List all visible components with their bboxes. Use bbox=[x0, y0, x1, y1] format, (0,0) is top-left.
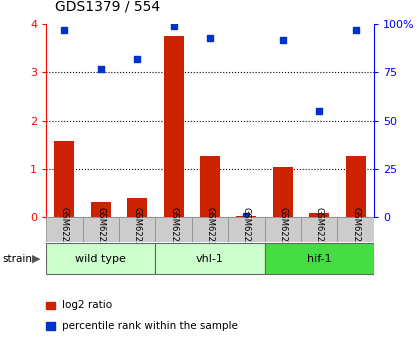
Bar bbox=[127, 198, 147, 217]
Text: vhl-1: vhl-1 bbox=[196, 254, 224, 264]
Point bbox=[134, 56, 141, 62]
Point bbox=[316, 108, 323, 114]
Bar bbox=[273, 167, 293, 217]
Bar bbox=[309, 214, 329, 217]
Text: GSM62238: GSM62238 bbox=[315, 207, 324, 252]
Text: GSM62234: GSM62234 bbox=[278, 207, 287, 252]
Point bbox=[97, 66, 104, 71]
Text: GSM62235: GSM62235 bbox=[242, 207, 251, 252]
Bar bbox=[46, 243, 155, 274]
Text: ▶: ▶ bbox=[32, 254, 40, 264]
Text: GSM62239: GSM62239 bbox=[351, 207, 360, 252]
Text: GSM62232: GSM62232 bbox=[169, 207, 178, 252]
Bar bbox=[228, 217, 265, 241]
Bar bbox=[236, 216, 257, 217]
Text: GSM62236: GSM62236 bbox=[96, 207, 105, 252]
Point bbox=[170, 23, 177, 29]
Bar bbox=[200, 156, 220, 217]
Bar bbox=[337, 217, 374, 241]
Bar bbox=[164, 36, 184, 217]
Point bbox=[61, 27, 68, 33]
Point bbox=[279, 37, 286, 42]
Point bbox=[243, 214, 250, 219]
Bar bbox=[192, 217, 228, 241]
Text: percentile rank within the sample: percentile rank within the sample bbox=[62, 321, 238, 331]
Bar bbox=[265, 217, 301, 241]
Bar bbox=[119, 217, 155, 241]
Bar bbox=[346, 156, 366, 217]
Point bbox=[352, 27, 359, 33]
Text: strain: strain bbox=[2, 254, 32, 264]
Bar bbox=[55, 141, 74, 217]
Bar bbox=[83, 217, 119, 241]
Point bbox=[207, 35, 213, 40]
Text: wild type: wild type bbox=[75, 254, 126, 264]
Text: GSM62233: GSM62233 bbox=[205, 207, 215, 252]
Bar bbox=[155, 243, 265, 274]
Bar bbox=[91, 202, 111, 217]
Bar bbox=[46, 217, 83, 241]
Text: GDS1379 / 554: GDS1379 / 554 bbox=[55, 0, 160, 14]
Bar bbox=[155, 217, 192, 241]
Text: GSM62237: GSM62237 bbox=[133, 207, 142, 252]
Text: GSM62231: GSM62231 bbox=[60, 207, 69, 252]
Text: log2 ratio: log2 ratio bbox=[62, 300, 112, 310]
Bar bbox=[265, 243, 374, 274]
Bar bbox=[301, 217, 337, 241]
Text: hif-1: hif-1 bbox=[307, 254, 331, 264]
